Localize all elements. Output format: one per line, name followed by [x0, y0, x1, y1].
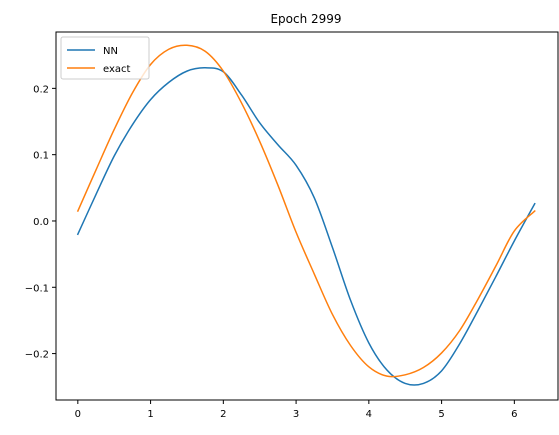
y-tick-label: 0.2 — [33, 84, 49, 95]
x-tick-label: 0 — [75, 409, 81, 420]
series-line-exact — [76, 44, 536, 378]
legend-label-exact: exact — [103, 64, 131, 75]
series-line-nn — [76, 67, 536, 386]
chart-title: Epoch 2999 — [270, 12, 341, 26]
x-tick-label: 1 — [147, 409, 153, 420]
y-tick-label: 0.1 — [33, 151, 49, 162]
x-tick-label: 2 — [220, 409, 226, 420]
legend-label-nn: NN — [103, 46, 118, 57]
y-tick-label: 0.0 — [33, 217, 49, 228]
x-tick-label: 4 — [366, 409, 372, 420]
y-tick-label: −0.1 — [25, 283, 49, 294]
series-layer — [76, 44, 536, 386]
axes-layer: 0 1 2 3 4 5 6 −0.2 −0.1 0.0 0.1 0.2 — [25, 84, 518, 420]
x-tick-label: 3 — [293, 409, 299, 420]
x-tick-label: 6 — [511, 409, 517, 420]
plot-frame — [55, 31, 559, 401]
plot-area — [56, 32, 558, 400]
x-tick-label: 5 — [438, 409, 444, 420]
legend: NN exact — [60, 36, 150, 80]
y-tick-label: −0.2 — [25, 350, 49, 361]
